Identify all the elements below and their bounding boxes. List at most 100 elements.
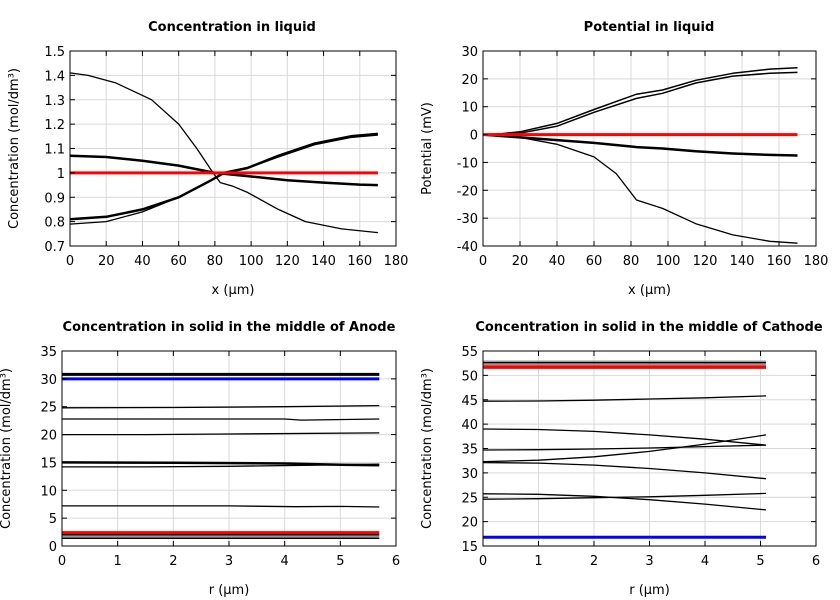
x-tick-label: 5 <box>756 554 764 569</box>
y-tick-label: 15 <box>40 456 57 471</box>
series-line-5 <box>62 432 380 436</box>
y-axis-label: Concentration (mol/dm³) <box>420 368 435 529</box>
x-tick-label: 60 <box>170 254 187 269</box>
series-line-5 <box>482 395 767 402</box>
y-tick-label: 20 <box>461 73 478 88</box>
series-line-2 <box>69 154 378 187</box>
series-line-7 <box>482 444 767 451</box>
series-line-3 <box>61 404 380 409</box>
y-tick-label: 1.3 <box>44 94 65 109</box>
y-tick-label: 35 <box>40 345 57 360</box>
series-line-8 <box>62 505 380 508</box>
y-tick-label: -40 <box>457 240 478 255</box>
y-tick-label: 35 <box>461 443 478 458</box>
series-line-6 <box>482 428 767 446</box>
series-line-1 <box>482 66 798 136</box>
axes-frame <box>482 50 817 247</box>
chart-title: Concentration in liquid <box>148 20 316 35</box>
y-tick-label: 1.1 <box>44 143 65 158</box>
y-tick-label: 40 <box>461 418 478 433</box>
x-tick-label: 1 <box>534 554 542 569</box>
chart-title: Concentration in solid in the middle of … <box>475 320 823 335</box>
x-tick-label: 20 <box>512 254 529 269</box>
subplot-3: 0 1 2 3 4 5 6 0 5 10 15 20 25 30 35 Concentration in so… <box>0 320 400 598</box>
series-line-11 <box>482 492 767 500</box>
x-tick-label: 180 <box>384 254 409 269</box>
series-line-2 <box>482 71 798 136</box>
series-line-10 <box>482 493 767 511</box>
x-tick-label: 60 <box>586 254 603 269</box>
x-tick-label: 5 <box>336 554 344 569</box>
y-tick-label: 45 <box>461 394 478 409</box>
y-axis-label: Potential (mV) <box>420 102 435 195</box>
y-tick-label: 0.8 <box>44 216 65 231</box>
x-tick-label: 180 <box>804 254 829 269</box>
series-line-1 <box>69 72 378 234</box>
series-line-9 <box>482 461 767 480</box>
y-tick-label: 1 <box>57 167 65 182</box>
x-axis-label: x (µm) <box>628 283 671 298</box>
y-tick-label: -30 <box>457 212 478 227</box>
y-tick-label: 50 <box>461 369 478 384</box>
y-tick-label: 30 <box>40 373 57 388</box>
x-tick-label: 160 <box>767 254 792 269</box>
x-tick-label: 2 <box>169 554 177 569</box>
x-tick-label: 0 <box>66 254 74 269</box>
y-axis-label: Concentration (mol/dm³) <box>7 68 22 229</box>
y-tick-label: 1.2 <box>44 118 65 133</box>
y-tick-label: 20 <box>40 429 57 444</box>
x-tick-label: 160 <box>347 254 372 269</box>
x-tick-label: 120 <box>693 254 718 269</box>
y-tick-label: 1.5 <box>44 45 65 60</box>
series-line-3 <box>482 133 798 157</box>
y-tick-label: 55 <box>461 345 478 360</box>
series-line-4 <box>482 133 798 244</box>
y-tick-label: 25 <box>40 401 57 416</box>
y-axis-label: Concentration (mol/dm³) <box>0 368 14 529</box>
x-tick-label: 1 <box>114 554 122 569</box>
y-tick-label: 0 <box>49 540 57 555</box>
y-tick-label: 25 <box>461 491 478 506</box>
x-tick-label: 140 <box>730 254 755 269</box>
y-tick-label: 1.4 <box>44 69 65 84</box>
series-line-3 <box>69 132 379 221</box>
x-tick-label: 0 <box>58 554 66 569</box>
y-tick-label: -10 <box>457 156 478 171</box>
x-tick-label: 80 <box>207 254 224 269</box>
y-tick-label: 0.7 <box>44 240 65 255</box>
y-tick-label: 5 <box>49 512 57 527</box>
x-tick-label: 100 <box>656 254 681 269</box>
x-tick-label: 0 <box>479 254 487 269</box>
y-tick-label: 10 <box>461 101 478 116</box>
x-tick-label: 80 <box>623 254 640 269</box>
x-tick-label: 0 <box>479 554 487 569</box>
x-tick-label: 2 <box>590 554 598 569</box>
series-line-7 <box>62 463 380 468</box>
x-tick-label: 120 <box>275 254 300 269</box>
y-tick-label: 0 <box>470 129 478 144</box>
y-tick-label: 0.9 <box>44 191 65 206</box>
x-tick-label: 20 <box>98 254 115 269</box>
chart-title: Potential in liquid <box>584 20 715 35</box>
x-tick-label: 6 <box>812 554 820 569</box>
x-tick-label: 40 <box>549 254 566 269</box>
x-tick-label: 6 <box>392 554 400 569</box>
y-tick-label: -20 <box>457 184 478 199</box>
x-tick-label: 3 <box>645 554 653 569</box>
y-tick-label: 15 <box>461 540 478 555</box>
y-tick-label: 20 <box>461 516 478 531</box>
x-tick-label: 100 <box>239 254 264 269</box>
x-axis-label: r (µm) <box>629 583 670 598</box>
x-axis-label: x (µm) <box>212 283 255 298</box>
x-tick-label: 4 <box>701 554 709 569</box>
x-tick-label: 140 <box>311 254 336 269</box>
subplot-1: 0 20 40 60 80 100 120 140 160 180 0.7 0.8 0.9 1 1.1 1.2… <box>7 20 408 298</box>
y-tick-label: 30 <box>461 467 478 482</box>
series-line-4 <box>62 418 380 421</box>
series-line-8 <box>482 434 767 463</box>
x-tick-label: 4 <box>281 554 289 569</box>
y-tick-label: 10 <box>40 484 57 499</box>
x-axis-label: r (µm) <box>209 583 250 598</box>
